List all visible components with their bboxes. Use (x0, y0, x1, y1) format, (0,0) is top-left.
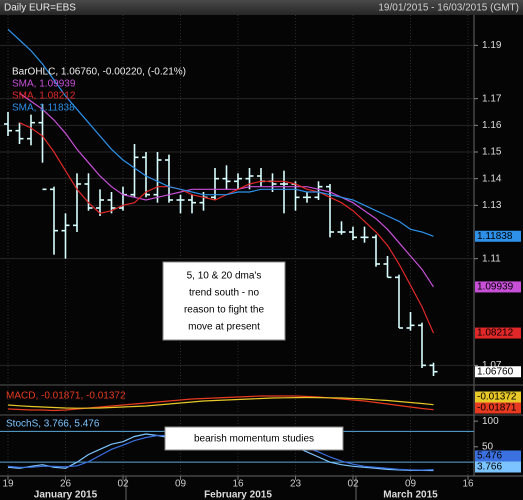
y-tick-label: 50 (482, 441, 494, 452)
last-value-label-box (475, 366, 521, 378)
last-value-label: -0.01372 (477, 392, 517, 403)
legend-entry: SMA, 1.09939 (12, 79, 76, 90)
y-tick-label: 1.19 (482, 40, 502, 51)
annotation-box (162, 261, 286, 341)
y-tick-label: 1.14 (482, 173, 502, 184)
month-label: January 2015 (34, 490, 98, 500)
month-label: March 2015 (383, 490, 438, 500)
last-value-label-box (475, 461, 521, 473)
last-value-label: 5.476 (477, 451, 502, 462)
indicator-line (7, 395, 434, 412)
last-value-label-box (475, 450, 521, 462)
annotation: move at present (188, 322, 260, 333)
last-value-label-box (475, 327, 521, 339)
last-value-label: 1.09939 (477, 282, 514, 293)
last-value-label-box (475, 230, 521, 242)
y-tick-label: 1.13 (482, 200, 502, 211)
legend-entry: SMA, 1.11838 (12, 103, 75, 114)
annotation: bearish momentum studies (194, 434, 314, 445)
legend-entry: MACD, -0.01871, -0.01372 (6, 391, 126, 402)
y-tick-label: 1.07 (482, 360, 502, 371)
last-value-label-box (475, 402, 521, 414)
legend-entry: SMA, 1.08212 (12, 91, 76, 102)
legend-entry: BarOHLC, 1.06760, -0.00220, (-0.21%) (12, 67, 186, 78)
x-tick-label: 26 (60, 479, 72, 490)
annotation: trend south - no (189, 288, 259, 299)
last-value-label: 3.766 (477, 462, 502, 473)
y-tick-label: 100 (482, 416, 499, 427)
y-tick-label: 1.11 (482, 253, 501, 264)
sma-line (19, 92, 435, 288)
y-tick-label: 1.16 (482, 120, 502, 131)
annotation-box (164, 426, 344, 451)
indicator-line (7, 396, 434, 409)
header-bar (0, 0, 523, 15)
x-tick-label: 19 (2, 479, 14, 490)
last-value-label: 1.11838 (477, 231, 513, 242)
last-value-label-box (475, 281, 521, 293)
x-tick-label: 02 (347, 479, 359, 490)
x-tick-label: 16 (462, 479, 474, 490)
last-value-label: -0.01871 (477, 403, 517, 414)
x-tick-label: 02 (117, 479, 129, 490)
last-value-label-box (475, 391, 521, 403)
x-tick-label: 09 (175, 479, 187, 490)
header-title: Daily EUR=EBS (4, 3, 76, 14)
x-tick-label: 16 (232, 479, 244, 490)
annotation: 5, 10 & 20 dma's (187, 271, 262, 282)
legend-entry: StochS, 3.766, 5.476 (6, 419, 100, 430)
y-tick-label: 1.17 (482, 93, 502, 104)
x-tick-label: 23 (290, 479, 302, 490)
y-tick-label: 1.15 (482, 147, 502, 158)
header-range: 19/01/2015 - 16/03/2015 (GMT) (378, 3, 519, 14)
sma-line (7, 28, 434, 237)
annotation: reason to fight the (184, 305, 264, 316)
x-tick-label: 09 (405, 479, 417, 490)
last-value-label: 1.08212 (477, 328, 514, 339)
month-label: February 2015 (204, 490, 272, 500)
last-value-label: 1.06760 (477, 366, 514, 377)
